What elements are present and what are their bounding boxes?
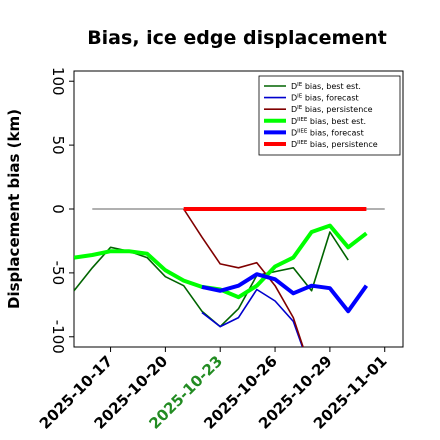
- y-tick-label: -100: [49, 320, 67, 354]
- series-line-4: [201, 272, 369, 314]
- chart-title: Bias, ice edge displacement: [87, 27, 387, 49]
- y-tick-label: 100: [49, 67, 67, 96]
- legend-label-4: DIIEE bias, forecast: [291, 128, 364, 137]
- legend-label-5: DIIEE bias, persistence: [291, 140, 378, 149]
- series-line-1: [201, 288, 304, 347]
- y-tick-label: 0: [49, 204, 67, 214]
- legend-label-0: DIE bias, best est.: [291, 82, 361, 91]
- series-line-0: [74, 231, 349, 328]
- legend-box: [258, 75, 401, 156]
- legend-label-3: DIIEE bias, best est.: [291, 117, 366, 126]
- series-group: [74, 207, 385, 347]
- legend: DIE bias, best est. DIE bias, forecast DIE…: [258, 75, 401, 156]
- legend-label-2: DIE bias, persistence: [291, 105, 373, 114]
- plot-area: 100500-50-1002025-10-172025-10-202025-10…: [36, 67, 404, 433]
- y-tick-label: -50: [49, 261, 67, 286]
- series-line-2: [183, 208, 304, 347]
- y-tick-label: 50: [49, 136, 67, 155]
- legend-label-1: DIE bias, forecast: [291, 94, 359, 103]
- y-axis-label: Displacement bias (km): [5, 109, 23, 309]
